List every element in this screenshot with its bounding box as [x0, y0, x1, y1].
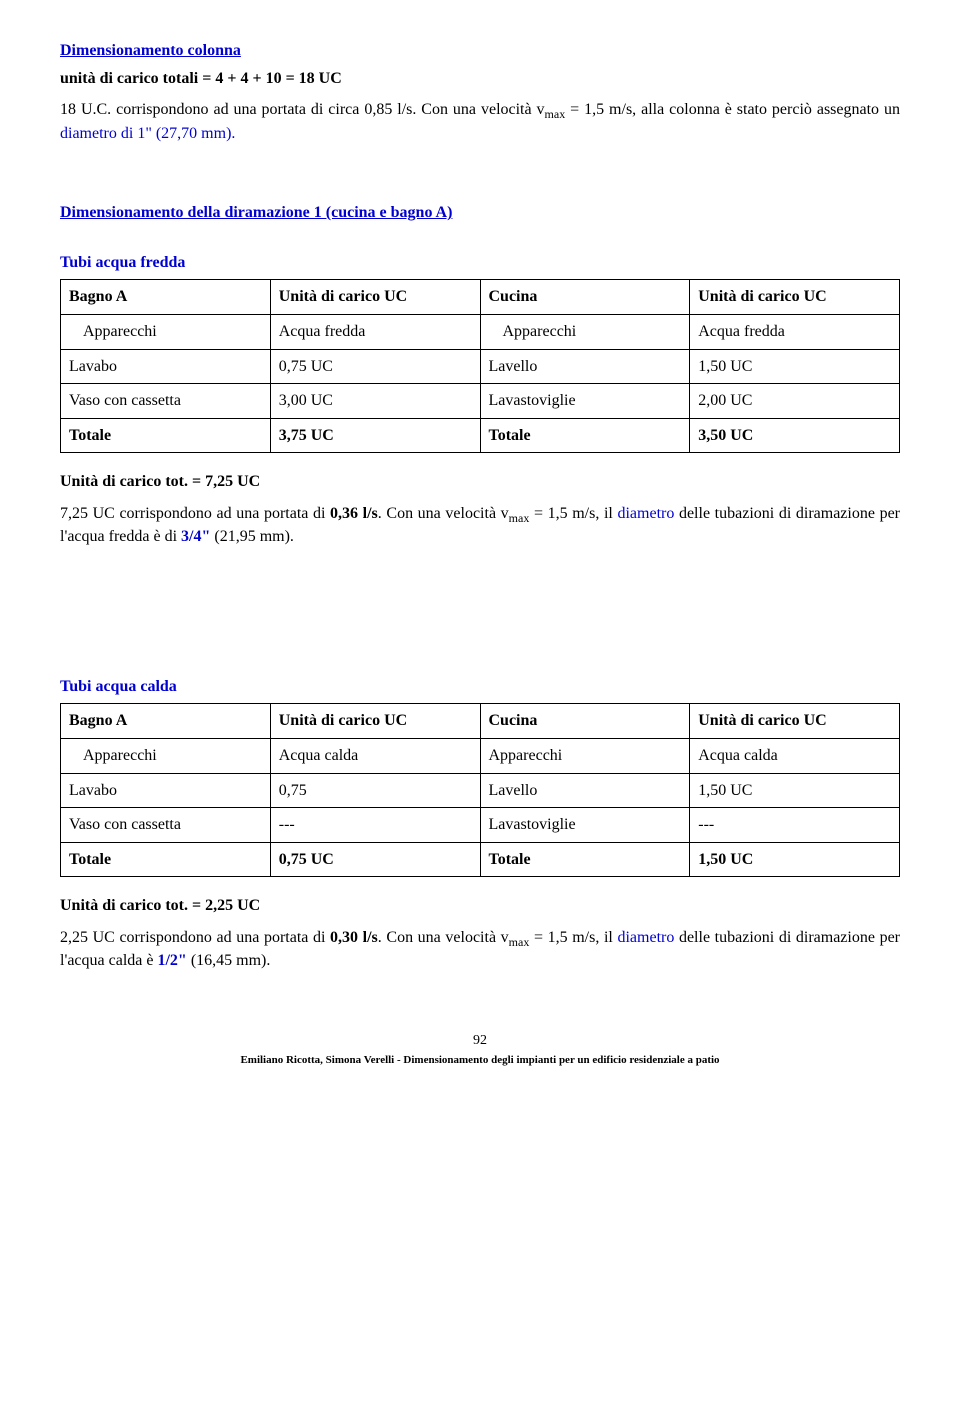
table-row: Apparecchi Acqua calda Apparecchi Acqua … — [61, 739, 900, 774]
td: Vaso con cassetta — [61, 384, 271, 419]
t: 1/2" — [157, 952, 186, 969]
t: . Con una velocità v — [378, 929, 509, 946]
td: Acqua fredda — [690, 314, 900, 349]
subhead-fredda: Tubi acqua fredda — [60, 252, 900, 274]
table-row: Totale 0,75 UC Totale 1,50 UC — [61, 842, 900, 877]
total-calda: Unità di carico tot. = 2,25 UC — [60, 895, 900, 917]
footer-credits: Emiliano Ricotta, Simona Verelli - Dimen… — [60, 1053, 900, 1068]
td: Lavastoviglie — [480, 808, 690, 843]
td: Acqua calda — [690, 739, 900, 774]
heading-col: Dimensionamento colonna — [60, 40, 900, 62]
t: 2,25 UC corrispondono ad una portata di — [60, 929, 330, 946]
subhead-calda: Tubi acqua calda — [60, 676, 900, 698]
table-row: Apparecchi Acqua fredda Apparecchi Acqua… — [61, 314, 900, 349]
desc-col-b: = 1,5 m/s, alla colonna è stato perciò a… — [565, 101, 900, 118]
td: --- — [690, 808, 900, 843]
desc-col-a: 18 U.C. corrispondono ad una portata di … — [60, 101, 545, 118]
td: Totale — [480, 842, 690, 877]
td: Totale — [480, 418, 690, 453]
td: Apparecchi — [61, 739, 271, 774]
table-row: Bagno A Unità di carico UC Cucina Unità … — [61, 704, 900, 739]
t: 0,36 l/s — [330, 505, 378, 522]
table-row: Vaso con cassetta --- Lavastoviglie --- — [61, 808, 900, 843]
desc-col: 18 U.C. corrispondono ad una portata di … — [60, 99, 900, 144]
table-calda: Bagno A Unità di carico UC Cucina Unità … — [60, 703, 900, 877]
td: Apparecchi — [61, 314, 271, 349]
td: 3,75 UC — [270, 418, 480, 453]
t: = 1,5 m/s, il — [529, 929, 617, 946]
td: 1,50 UC — [690, 842, 900, 877]
table-row: Totale 3,75 UC Totale 3,50 UC — [61, 418, 900, 453]
td: 0,75 — [270, 773, 480, 808]
td: Apparecchi — [480, 314, 690, 349]
desc-calda: 2,25 UC corrispondono ad una portata di … — [60, 927, 900, 972]
td: Acqua calda — [270, 739, 480, 774]
page-number: 92 — [60, 1032, 900, 1051]
t: . Con una velocità v — [378, 505, 509, 522]
th: Bagno A — [61, 280, 271, 315]
table-row: Lavabo 0,75 Lavello 1,50 UC — [61, 773, 900, 808]
sub-max: max — [509, 511, 530, 525]
t: = 1,5 m/s, il — [529, 505, 617, 522]
td: 0,75 UC — [270, 842, 480, 877]
th: Bagno A — [61, 704, 271, 739]
t: (16,45 mm). — [187, 952, 271, 969]
td: Totale — [61, 842, 271, 877]
th: Unità di carico UC — [270, 280, 480, 315]
table-row: Bagno A Unità di carico UC Cucina Unità … — [61, 280, 900, 315]
td: Lavabo — [61, 773, 271, 808]
desc-col-diam: diametro di 1" (27,70 mm). — [60, 125, 235, 142]
td: 1,50 UC — [690, 349, 900, 384]
td: Vaso con cassetta — [61, 808, 271, 843]
td: 3,00 UC — [270, 384, 480, 419]
t: 0,30 l/s — [330, 929, 378, 946]
t: diametro — [617, 505, 674, 522]
td: Totale — [61, 418, 271, 453]
td: Apparecchi — [480, 739, 690, 774]
t: 7,25 UC corrispondono ad una portata di — [60, 505, 330, 522]
th: Cucina — [480, 704, 690, 739]
th: Unità di carico UC — [690, 704, 900, 739]
td: 3,50 UC — [690, 418, 900, 453]
td: Lavello — [480, 349, 690, 384]
t: (21,95 mm). — [210, 528, 294, 545]
heading-diram: Dimensionamento della diramazione 1 (cuc… — [60, 202, 900, 224]
th: Unità di carico UC — [270, 704, 480, 739]
td: 2,00 UC — [690, 384, 900, 419]
td: Lavello — [480, 773, 690, 808]
t: 3/4" — [181, 528, 210, 545]
sub-max: max — [509, 935, 530, 949]
total-fredda: Unità di carico tot. = 7,25 UC — [60, 471, 900, 493]
t: diametro — [617, 929, 674, 946]
td: 1,50 UC — [690, 773, 900, 808]
table-row: Vaso con cassetta 3,00 UC Lavastoviglie … — [61, 384, 900, 419]
td: Lavabo — [61, 349, 271, 384]
td: --- — [270, 808, 480, 843]
desc-fredda: 7,25 UC corrispondono ad una portata di … — [60, 503, 900, 548]
th: Unità di carico UC — [690, 280, 900, 315]
formula-uc: unità di carico totali = 4 + 4 + 10 = 18… — [60, 68, 900, 90]
table-row: Lavabo 0,75 UC Lavello 1,50 UC — [61, 349, 900, 384]
sub-max: max — [545, 107, 566, 121]
td: Lavastoviglie — [480, 384, 690, 419]
formula-text: unità di carico totali = 4 + 4 + 10 = 18… — [60, 70, 342, 87]
table-fredda: Bagno A Unità di carico UC Cucina Unità … — [60, 279, 900, 453]
th: Cucina — [480, 280, 690, 315]
td: Acqua fredda — [270, 314, 480, 349]
td: 0,75 UC — [270, 349, 480, 384]
